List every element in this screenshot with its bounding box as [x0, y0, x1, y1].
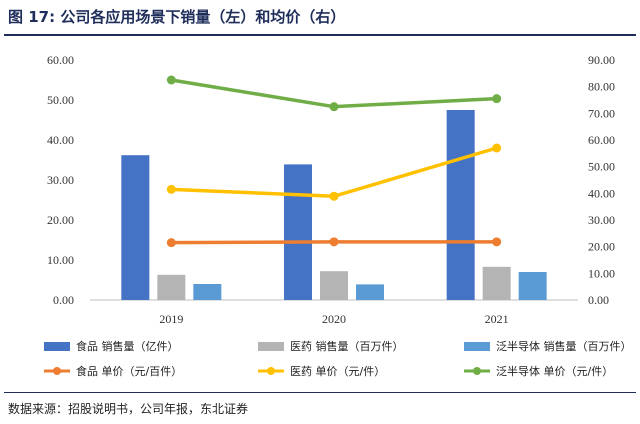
y-left-tick-label: 50.00 [47, 93, 74, 107]
legend-label: 医药 单价（元/件） [290, 365, 385, 378]
y-right-tick-label: 90.00 [588, 53, 615, 67]
bar [518, 272, 547, 300]
y-right-tick-label: 70.00 [588, 106, 615, 120]
line-point [492, 237, 502, 247]
line-point [166, 75, 176, 85]
y-left-tick-label: 30.00 [47, 173, 74, 187]
bar [482, 266, 511, 300]
legend-label: 食品 销售量（亿件） [76, 339, 179, 353]
y-left-tick-label: 0.00 [53, 293, 74, 307]
line-point [166, 238, 176, 248]
bar [121, 155, 150, 300]
legend-label: 泛半导体 销售量（百万件） [496, 339, 632, 353]
bar [356, 284, 384, 300]
y-right-tick-label: 80.00 [588, 80, 615, 94]
y-right-tick-label: 0.00 [588, 293, 609, 307]
title-rule [4, 34, 636, 36]
source-rule [4, 392, 636, 393]
bar [193, 284, 222, 300]
bars [121, 110, 547, 300]
figure-title: 图 17: 公司各应用场景下销量（左）和均价（右） [8, 8, 346, 26]
line-point [492, 94, 502, 104]
legend-marker [267, 367, 275, 375]
x-tick-label: 2021 [485, 312, 509, 326]
x-tick-label: 2020 [322, 312, 346, 326]
legend-swatch [258, 342, 284, 351]
y-left-tick-label: 40.00 [47, 133, 74, 147]
y-right-tick-label: 10.00 [588, 266, 615, 280]
source-note: 数据来源：招股说明书，公司年报，东北证券 [8, 402, 249, 416]
x-tick-label: 2019 [159, 312, 183, 326]
line-point [166, 184, 176, 194]
line-point [492, 143, 502, 153]
y-right-tick-label: 60.00 [588, 133, 615, 147]
line-point [329, 237, 339, 247]
legend-label: 食品 单价（元/百件） [76, 364, 182, 378]
bar [320, 271, 348, 300]
bar [284, 164, 312, 300]
y-right-tick-label: 30.00 [588, 213, 615, 227]
y-right-tick-label: 50.00 [588, 160, 615, 174]
legend: 食品 销售量（亿件） 医药 销售量（百万件） 泛半导体 销售量（百万件） 食品 单价（… [44, 339, 632, 378]
line-point [329, 102, 339, 112]
y-left-tick-label: 10.00 [47, 253, 74, 267]
y-left-tick-label: 20.00 [47, 213, 74, 227]
axes: 0.00 10.00 20.00 30.00 40.00 50.00 60.00 0.00 10… [47, 53, 615, 326]
bar [446, 110, 475, 300]
legend-marker [53, 367, 61, 375]
line-point [329, 191, 339, 201]
legend-label: 泛半导体 单价（元/件） [496, 364, 613, 378]
lines [166, 75, 502, 248]
legend-swatch [44, 342, 70, 351]
legend-marker [473, 367, 481, 375]
y-left-tick-label: 60.00 [47, 53, 74, 67]
y-right-tick-label: 20.00 [588, 240, 615, 254]
bar [157, 274, 186, 300]
legend-swatch [464, 342, 490, 351]
y-right-tick-label: 40.00 [588, 186, 615, 200]
legend-label: 医药 销售量（百万件） [290, 339, 404, 353]
